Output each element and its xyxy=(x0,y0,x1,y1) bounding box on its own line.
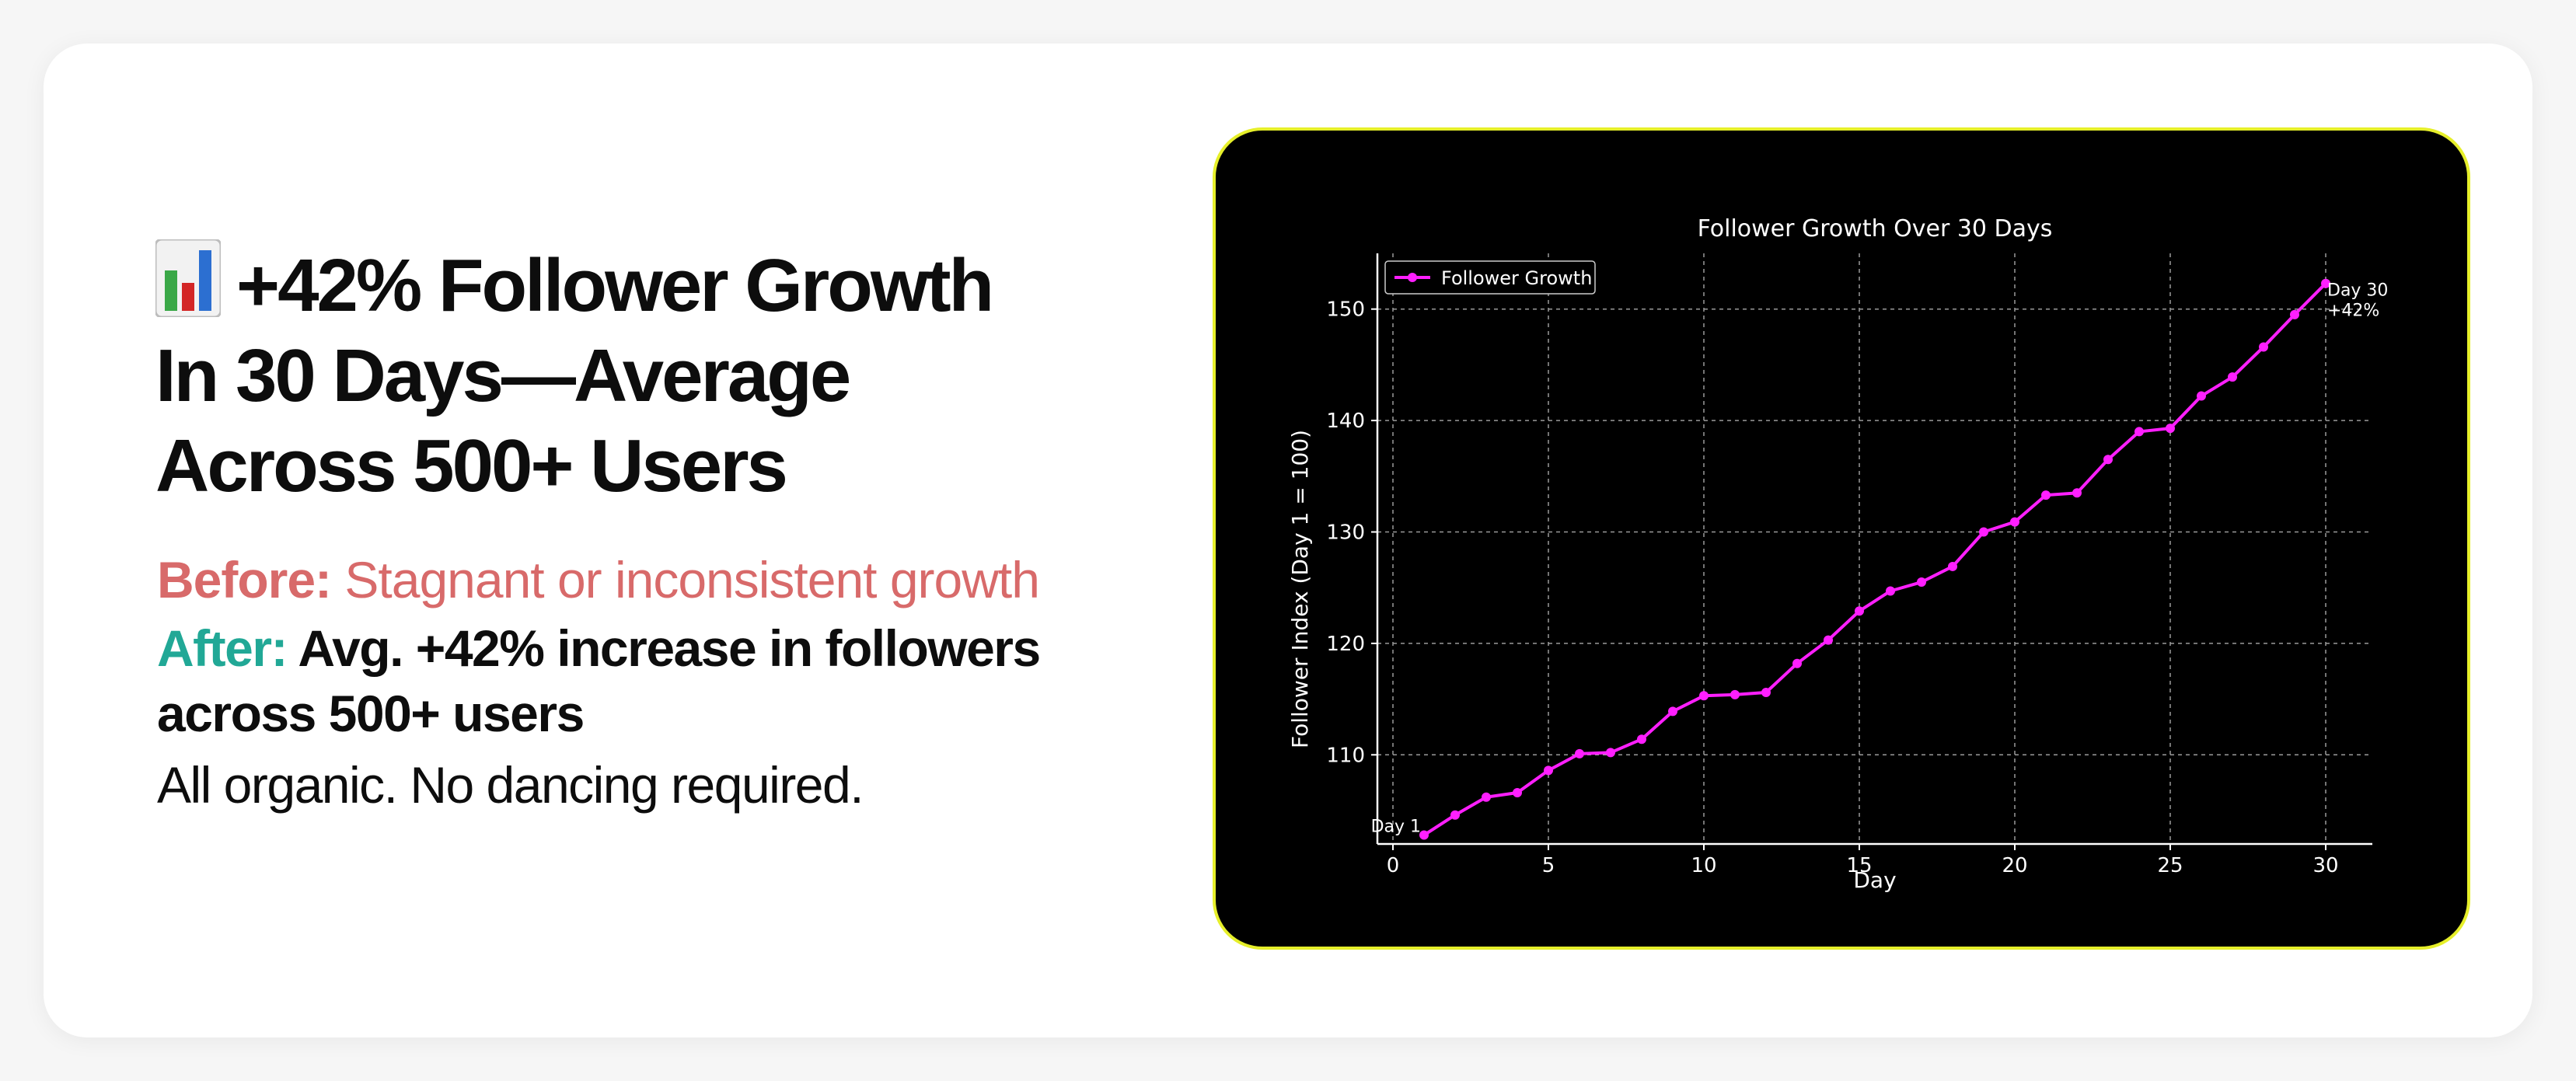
annotations: Day 1 Day 30+42% xyxy=(1371,281,2389,837)
data-point xyxy=(1792,658,1802,668)
data-point xyxy=(1419,830,1429,840)
follower-growth-chart: 0 5 10 15 20 25 30 110 120 130 140 150 Day 1 Day 30+… xyxy=(1287,215,2389,893)
after-label: After: xyxy=(157,619,288,677)
data-point xyxy=(1730,689,1740,699)
x-tick-label: 30 xyxy=(2312,854,2338,877)
bar-chart-icon xyxy=(154,238,222,319)
data-point xyxy=(1917,577,1926,588)
result-card: +42% Follower Growth In 30 Days—Average … xyxy=(44,44,2532,1037)
data-point xyxy=(1513,788,1522,798)
data-point xyxy=(2321,278,2330,288)
legend: Follower Growth xyxy=(1384,260,1596,295)
data-point xyxy=(1948,561,1957,571)
chart-panel: 0 5 10 15 20 25 30 110 120 130 140 150 Day 1 Day 30 +… xyxy=(1213,127,2470,950)
x-tick-label: 10 xyxy=(1691,854,1716,877)
x-axis-label: Day xyxy=(1853,867,1896,893)
data-point xyxy=(1761,687,1771,697)
y-tick-label: 130 xyxy=(1326,521,1365,544)
after-text: Avg. +42% increase in followers across 5… xyxy=(157,619,1041,742)
series-line xyxy=(1422,282,2327,837)
data-point xyxy=(2041,490,2051,500)
data-point xyxy=(1450,810,1460,820)
data-point xyxy=(2010,517,2019,527)
x-tick-label: 5 xyxy=(1542,854,1555,877)
y-tick-label: 150 xyxy=(1326,298,1365,322)
data-point xyxy=(1482,792,1491,802)
data-point xyxy=(1668,706,1677,717)
annotation-growth: +42% xyxy=(2327,302,2379,321)
data-point xyxy=(1979,527,1988,537)
headline-line-3: Across 500+ Users xyxy=(155,424,788,507)
data-point xyxy=(2228,372,2237,382)
x-tick-label: 25 xyxy=(2157,854,2183,877)
y-axis-label: Follower Index (Day 1 = 100) xyxy=(1287,430,1313,748)
data-point xyxy=(2103,455,2113,465)
headline-line-1: +42% Follower Growth xyxy=(236,244,994,327)
x-tick-label: 20 xyxy=(2002,854,2027,877)
data-point xyxy=(2134,427,2144,437)
data-point xyxy=(2072,488,2082,498)
data-point xyxy=(1575,748,1584,758)
data-point xyxy=(1886,586,1895,596)
y-tick-label: 140 xyxy=(1326,410,1365,433)
series xyxy=(1419,278,2330,840)
data-point xyxy=(2166,424,2175,434)
headline: +42% Follower Growth In 30 Days—Average … xyxy=(154,238,1166,511)
x-tick-label: 0 xyxy=(1387,854,1400,877)
tick-labels: 0 5 10 15 20 25 30 110 120 130 140 150 xyxy=(1326,298,2338,877)
data-point xyxy=(1855,606,1864,616)
text-column: +42% Follower Growth In 30 Days—Average … xyxy=(154,44,1168,1037)
legend-box xyxy=(1384,260,1596,295)
data-point xyxy=(1699,691,1709,701)
annotation-day-1: Day 1 xyxy=(1371,818,1421,837)
chart-title: Follower Growth Over 30 Days xyxy=(1698,215,2053,242)
grid xyxy=(1377,253,2372,844)
before-line: Before: Stagnant or inconsistent growth xyxy=(157,547,1168,612)
data-point xyxy=(1606,748,1615,758)
data-point xyxy=(2259,342,2268,352)
y-tick-label: 120 xyxy=(1326,633,1365,656)
x-tick-label: 15 xyxy=(1846,854,1872,877)
data-point xyxy=(1637,734,1646,744)
y-tick-label: 110 xyxy=(1326,744,1365,767)
legend-label: Follower Growth xyxy=(1441,267,1592,289)
annotation-day-30: Day 30 xyxy=(2327,281,2388,301)
organic-note: All organic. No dancing required. xyxy=(157,756,864,814)
before-label: Before: xyxy=(157,551,332,608)
after-line: After: Avg. +42% increase in followers a… xyxy=(157,615,1168,746)
data-point xyxy=(2290,309,2299,319)
before-text: Stagnant or inconsistent growth xyxy=(344,551,1040,608)
axes xyxy=(1371,253,2372,850)
data-point xyxy=(2197,391,2206,401)
data-point xyxy=(1544,765,1553,776)
legend-marker xyxy=(1408,273,1417,282)
data-point xyxy=(1824,635,1833,645)
headline-line-2: In 30 Days—Average xyxy=(155,334,851,417)
